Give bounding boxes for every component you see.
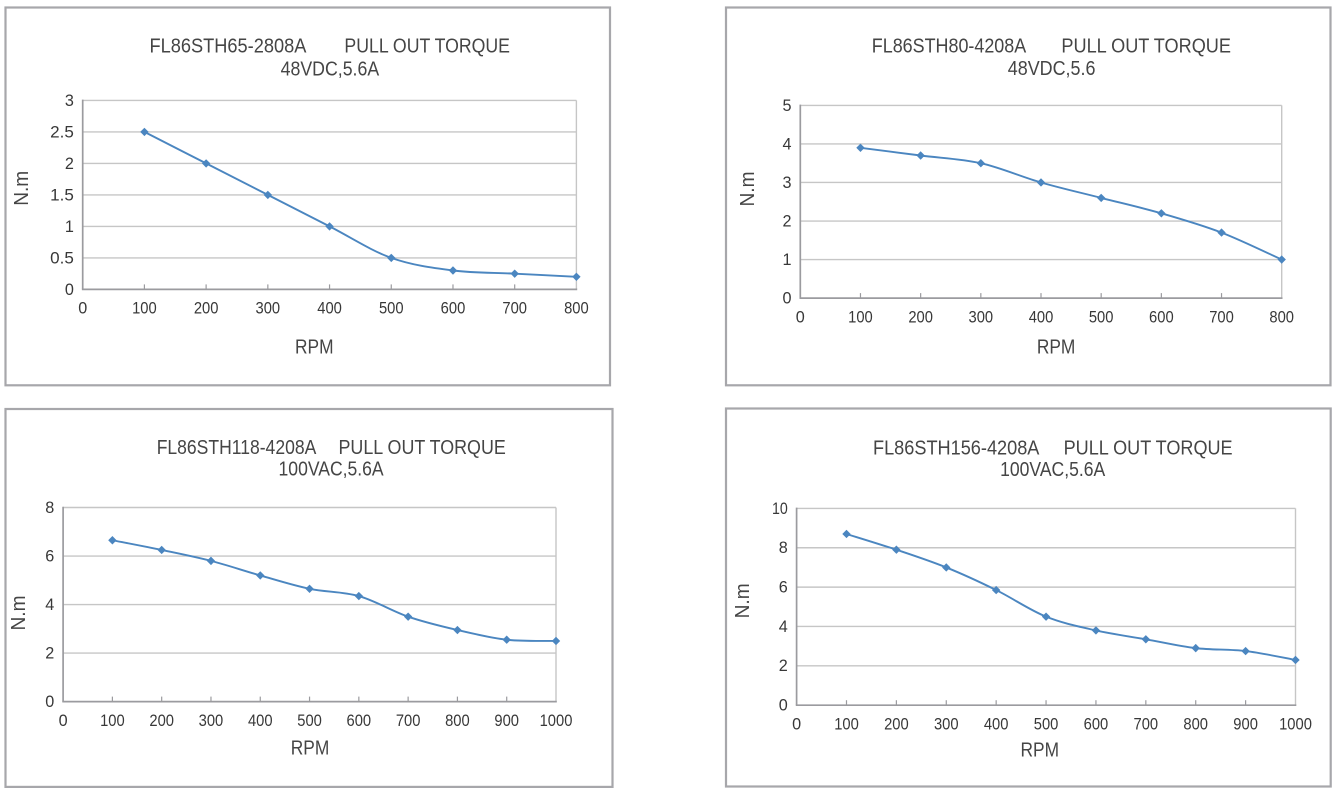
svg-text:700: 700 (502, 300, 527, 318)
svg-text:RPM: RPM (1021, 740, 1060, 762)
svg-text:700: 700 (1209, 308, 1234, 326)
svg-text:4: 4 (782, 135, 791, 153)
svg-text:0: 0 (779, 697, 788, 715)
svg-text:N.m: N.m (11, 171, 33, 206)
svg-text:0: 0 (65, 281, 74, 299)
svg-text:400: 400 (1029, 308, 1054, 326)
svg-text:100VAC,5.6A: 100VAC,5.6A (279, 459, 385, 481)
svg-text:2: 2 (45, 644, 54, 662)
svg-text:8: 8 (45, 499, 54, 517)
svg-text:N.m: N.m (737, 172, 759, 207)
svg-text:RPM: RPM (291, 738, 330, 760)
svg-text:3: 3 (782, 174, 791, 192)
svg-text:PULL OUT TORQUE: PULL OUT TORQUE (344, 35, 510, 57)
svg-text:48VDC,5.6A: 48VDC,5.6A (281, 59, 380, 81)
svg-text:0: 0 (792, 715, 801, 733)
svg-text:300: 300 (934, 715, 959, 733)
svg-text:100: 100 (848, 308, 873, 326)
svg-text:FL86STH65-2808A: FL86STH65-2808A (150, 35, 307, 57)
svg-text:N.m: N.m (8, 596, 30, 631)
svg-text:400: 400 (248, 712, 273, 730)
svg-text:500: 500 (297, 712, 322, 730)
svg-text:4: 4 (779, 618, 788, 636)
svg-text:200: 200 (908, 308, 933, 326)
svg-text:PULL OUT TORQUE: PULL OUT TORQUE (1061, 35, 1231, 57)
svg-text:100: 100 (100, 712, 125, 730)
svg-text:100VAC,5.6A: 100VAC,5.6A (1000, 459, 1106, 481)
svg-text:2: 2 (782, 212, 791, 230)
svg-text:1: 1 (65, 218, 74, 236)
svg-text:0: 0 (78, 300, 87, 318)
svg-text:10: 10 (772, 500, 788, 518)
svg-text:600: 600 (441, 300, 466, 318)
svg-text:2: 2 (779, 657, 788, 675)
svg-text:FL86STH118-4208A: FL86STH118-4208A (157, 437, 317, 459)
svg-text:100: 100 (834, 715, 859, 733)
svg-text:200: 200 (194, 300, 219, 318)
svg-text:RPM: RPM (1037, 336, 1076, 358)
svg-text:6: 6 (779, 579, 788, 597)
svg-text:900: 900 (494, 712, 519, 730)
svg-text:2: 2 (65, 155, 74, 173)
svg-text:800: 800 (1183, 715, 1208, 733)
svg-text:300: 300 (199, 712, 224, 730)
svg-text:1000: 1000 (540, 712, 573, 730)
svg-text:RPM: RPM (295, 337, 334, 359)
svg-text:0.5: 0.5 (50, 249, 74, 267)
svg-text:0: 0 (59, 712, 68, 730)
svg-text:0: 0 (796, 308, 805, 326)
svg-text:500: 500 (1034, 715, 1059, 733)
svg-text:300: 300 (256, 300, 281, 318)
svg-text:500: 500 (1089, 308, 1114, 326)
svg-text:1: 1 (782, 251, 791, 269)
svg-text:2.5: 2.5 (50, 123, 74, 141)
svg-text:400: 400 (317, 300, 342, 318)
svg-text:200: 200 (149, 712, 174, 730)
svg-text:800: 800 (445, 712, 470, 730)
svg-text:48VDC,5.6: 48VDC,5.6 (1008, 58, 1096, 80)
svg-text:0: 0 (45, 693, 54, 711)
svg-text:100: 100 (132, 300, 157, 318)
svg-text:200: 200 (884, 715, 909, 733)
svg-text:8: 8 (779, 539, 788, 557)
svg-text:1.5: 1.5 (50, 186, 74, 204)
svg-text:PULL OUT TORQUE: PULL OUT TORQUE (339, 437, 506, 459)
svg-text:500: 500 (379, 300, 404, 318)
svg-text:1000: 1000 (1279, 715, 1312, 733)
svg-text:900: 900 (1233, 715, 1258, 733)
svg-text:600: 600 (347, 712, 372, 730)
svg-text:400: 400 (984, 715, 1009, 733)
svg-text:600: 600 (1149, 308, 1174, 326)
svg-text:300: 300 (969, 308, 994, 326)
svg-text:6: 6 (45, 547, 54, 565)
svg-text:0: 0 (782, 290, 791, 308)
svg-text:FL86STH156-4208A: FL86STH156-4208A (873, 438, 1040, 460)
svg-text:800: 800 (1269, 308, 1294, 326)
svg-text:5: 5 (782, 97, 791, 115)
svg-text:PULL OUT TORQUE: PULL OUT TORQUE (1064, 438, 1233, 460)
svg-text:4: 4 (45, 596, 54, 614)
svg-text:700: 700 (396, 712, 421, 730)
svg-text:800: 800 (564, 300, 589, 318)
svg-text:700: 700 (1134, 715, 1159, 733)
svg-text:N.m: N.m (732, 583, 754, 618)
svg-text:600: 600 (1084, 715, 1109, 733)
svg-text:3: 3 (65, 92, 74, 110)
svg-text:FL86STH80-4208A: FL86STH80-4208A (872, 35, 1027, 57)
